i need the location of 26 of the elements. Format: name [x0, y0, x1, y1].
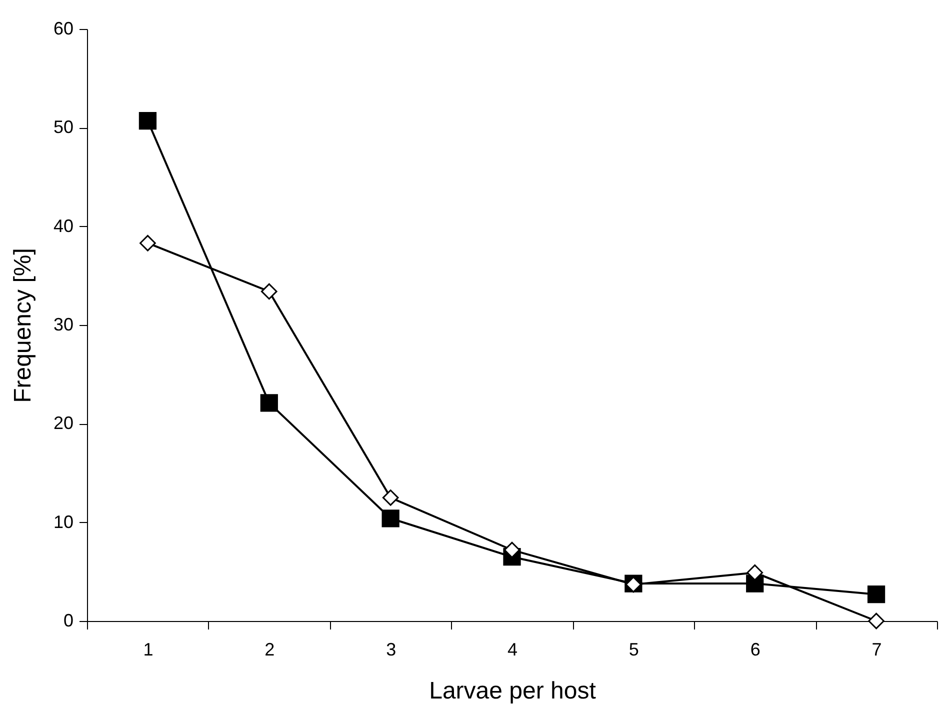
- x-tick-label: 4: [507, 640, 518, 660]
- point: [504, 542, 520, 558]
- point: [140, 234, 156, 252]
- x-tick-label: 7: [872, 640, 882, 660]
- point: [382, 490, 399, 506]
- point: [260, 283, 278, 300]
- y-tick-label: 20: [53, 413, 74, 434]
- x-tick-label: 1: [143, 640, 154, 660]
- point: [746, 564, 764, 581]
- point: [138, 112, 157, 130]
- point: [260, 394, 278, 412]
- x-tick-label: 2: [264, 640, 275, 660]
- point: [868, 612, 884, 630]
- y-axis-title: Frequency [%]: [9, 248, 36, 403]
- y-tick-label: 60: [53, 18, 74, 38]
- x-tick-label: 5: [628, 640, 639, 660]
- x-tick-label: 3: [386, 640, 396, 660]
- x-tick-label: 6: [750, 640, 760, 660]
- y-tick-label: 50: [53, 117, 74, 138]
- point: [382, 510, 400, 528]
- y-tick-label: 30: [53, 314, 74, 334]
- point: [867, 586, 886, 604]
- y-tick-label: 0: [63, 610, 74, 630]
- x-axis-title: Larvae per host: [429, 678, 596, 704]
- y-tick-label: 40: [53, 216, 74, 236]
- y-tick-label: 10: [53, 512, 74, 532]
